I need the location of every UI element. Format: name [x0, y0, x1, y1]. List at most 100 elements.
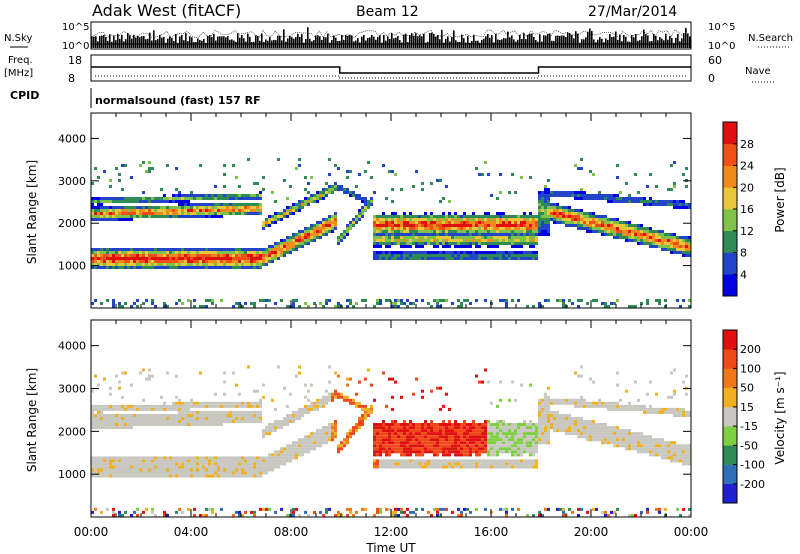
power-cell — [541, 209, 544, 212]
power-cell — [202, 260, 205, 263]
velocity-cell — [250, 459, 253, 463]
power-cell — [136, 209, 139, 212]
power-cell — [142, 257, 145, 260]
velocity-cell — [289, 420, 292, 423]
power-cell — [412, 233, 415, 236]
power-cell — [238, 260, 241, 263]
power-cell — [409, 221, 412, 224]
velocity-cell — [430, 462, 433, 466]
power-cell — [601, 218, 604, 221]
velocity-cell — [190, 410, 193, 414]
power-cell — [538, 305, 541, 308]
velocity-cell — [487, 423, 490, 426]
velocity-cell — [499, 465, 502, 469]
velocity-cell — [235, 420, 238, 423]
velocity-cell — [325, 429, 328, 433]
velocity-cell — [343, 398, 346, 402]
power-cell — [304, 302, 307, 305]
velocity-cell — [382, 426, 385, 430]
velocity-cell — [421, 389, 424, 393]
velocity-cell — [148, 474, 151, 478]
power-cell — [220, 209, 223, 212]
velocity-cell — [241, 471, 244, 475]
power-cell — [478, 233, 481, 236]
power-cell — [409, 230, 412, 233]
velocity-cell — [292, 410, 295, 414]
velocity-cell — [124, 371, 127, 375]
velocity-cell — [439, 447, 442, 451]
velocity-cell — [115, 407, 118, 411]
power-cell — [529, 224, 532, 227]
power-cell — [604, 215, 607, 218]
power-cell — [451, 302, 454, 305]
power-cell — [661, 203, 664, 206]
velocity-cell — [382, 441, 385, 445]
power-cell — [229, 251, 232, 254]
velocity-cell — [382, 420, 385, 423]
power-cell — [151, 212, 154, 215]
velocity-cell — [250, 465, 253, 469]
power-cell — [463, 230, 466, 233]
power-cell — [586, 212, 589, 215]
power-cell — [316, 230, 319, 233]
power-cell — [577, 218, 580, 221]
power-cell — [151, 251, 154, 254]
power-cell — [430, 254, 433, 257]
velocity-cell — [502, 441, 505, 445]
power-cell — [322, 224, 325, 227]
velocity-cell — [190, 459, 193, 463]
power-cell — [628, 197, 631, 200]
velocity-cell — [448, 459, 451, 463]
velocity-cell — [124, 474, 127, 478]
velocity-cell — [400, 423, 403, 426]
power-cell — [517, 215, 520, 218]
power-cell — [385, 230, 388, 233]
velocity-cell — [484, 459, 487, 463]
velocity-cell — [391, 423, 394, 426]
power-cell — [298, 200, 301, 203]
velocity-cell — [199, 462, 202, 466]
power-cell — [175, 248, 178, 251]
velocity-cell — [148, 407, 151, 411]
velocity-cell — [169, 414, 172, 417]
velocity-cell — [229, 462, 232, 466]
power-cell — [139, 206, 142, 209]
power-cell — [511, 218, 514, 221]
power-cell — [313, 224, 316, 227]
velocity-cell — [448, 438, 451, 442]
velocity-cell — [457, 423, 460, 426]
power-cell — [439, 299, 442, 302]
velocity-cell — [115, 417, 118, 420]
power-cell — [580, 218, 583, 221]
power-cell — [400, 227, 403, 230]
power-cell — [391, 227, 394, 230]
velocity-cell — [364, 410, 367, 414]
velocity-cell — [145, 462, 148, 466]
count-bar — [559, 36, 561, 48]
velocity-cell — [439, 444, 442, 448]
power-cell — [415, 215, 418, 218]
power-cell — [118, 305, 121, 308]
velocity-cell — [91, 468, 94, 472]
power-cell — [568, 212, 571, 215]
power-cell — [328, 191, 331, 194]
power-cell — [145, 206, 148, 209]
power-cell — [109, 209, 112, 212]
power-cell — [277, 218, 280, 221]
power-cell — [91, 203, 94, 206]
power-cell — [136, 206, 139, 209]
velocity-cell — [442, 435, 445, 439]
velocity-cell — [502, 447, 505, 451]
power-cell — [508, 242, 511, 245]
power-cell — [604, 224, 607, 227]
velocity-cell — [346, 441, 349, 445]
velocity-cell — [199, 404, 202, 408]
velocity-cell — [499, 459, 502, 463]
velocity-cell — [178, 471, 181, 475]
velocity-cell — [127, 468, 130, 472]
velocity-cell — [190, 462, 193, 466]
power-cell — [256, 182, 259, 185]
velocity-cell — [157, 468, 160, 472]
velocity-cell — [442, 450, 445, 454]
velocity-cell — [241, 410, 244, 414]
